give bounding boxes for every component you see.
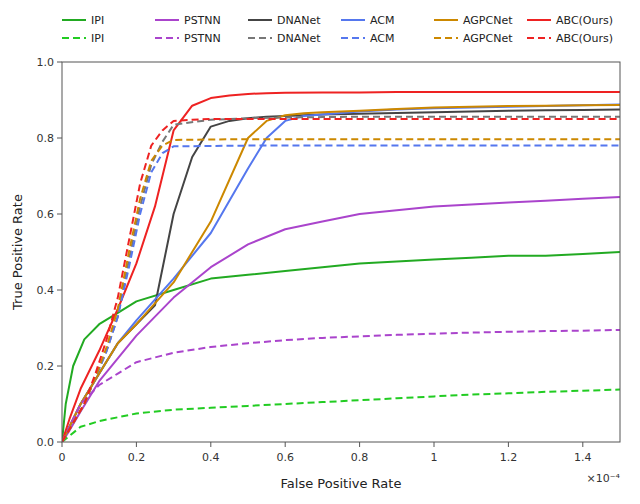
series-line — [62, 252, 620, 442]
series-line — [62, 92, 620, 442]
y-tick-label: 0.8 — [37, 132, 55, 145]
chart: 0 0.2 0.4 0.6 0.8 1 1.2 1.4 0.0 0.2 0.4 0.6 0.8 1.0 Fa… — [0, 0, 640, 504]
legend-swatch — [248, 37, 272, 39]
legend-label: ABC(Ours) — [556, 14, 613, 27]
legend-label: ACM — [370, 14, 395, 27]
legend-label: IPI — [91, 32, 104, 45]
x-tick-label: 0.4 — [202, 451, 220, 464]
y-tick — [57, 442, 62, 443]
series-line — [62, 105, 620, 442]
y-tick-label: 0.4 — [37, 284, 55, 297]
x-tick-label: 0.2 — [128, 451, 146, 464]
legend-label: AGPCNet — [463, 32, 513, 45]
y-tick — [57, 214, 62, 215]
legend: IPI PSTNN DNANet ACM AGPCNet ABC(Ours) IPI PSTN… — [62, 14, 613, 45]
axes: 0 0.2 0.4 0.6 0.8 1 1.2 1.4 0.0 0.2 0.4 0.6 0.8 1.0 — [37, 56, 592, 464]
x-tick-label: 0.8 — [351, 451, 369, 464]
legend-label: DNANet — [277, 14, 321, 27]
x-tick-label: 1 — [431, 451, 438, 464]
x-tick — [285, 442, 286, 447]
annotation: ×10⁻⁴ — [587, 472, 621, 485]
x-tick — [582, 442, 583, 447]
legend-swatch — [155, 19, 179, 21]
plot-frame — [62, 62, 620, 442]
x-tick — [210, 442, 211, 447]
legend-label: PSTNN — [184, 32, 221, 45]
y-tick-label: 0.6 — [37, 208, 55, 221]
series-line — [62, 390, 620, 442]
legend-swatch — [62, 19, 86, 21]
y-axis-label: True Positive Rate — [10, 194, 25, 311]
x-tick-label: 0 — [59, 451, 66, 464]
x-tick-label: 0.6 — [276, 451, 294, 464]
x-tick — [62, 442, 63, 447]
x-tick-label: 1.4 — [574, 451, 592, 464]
y-tick — [57, 62, 62, 63]
x-axis-label: False Positive Rate — [281, 476, 402, 491]
y-tick — [57, 138, 62, 139]
legend-swatch — [62, 37, 86, 39]
x-tick-label: 1.2 — [500, 451, 518, 464]
legend-swatch — [434, 37, 458, 39]
series-line — [62, 110, 620, 443]
legend-label: IPI — [91, 14, 104, 27]
legend-label: PSTNN — [184, 14, 221, 27]
legend-swatch — [527, 37, 551, 39]
x-tick — [359, 442, 360, 447]
y-tick-label: 0.0 — [37, 436, 55, 449]
legend-label: ABC(Ours) — [556, 32, 613, 45]
series-line — [62, 146, 620, 442]
x-tick — [136, 442, 137, 447]
legend-swatch — [341, 19, 365, 21]
x-tick — [434, 442, 435, 447]
plot-background — [62, 62, 620, 442]
series-line — [62, 119, 620, 442]
legend-label: ACM — [370, 32, 395, 45]
y-tick-label: 0.2 — [37, 360, 55, 373]
x-tick — [508, 442, 509, 447]
legend-swatch — [527, 19, 551, 21]
y-tick — [57, 290, 62, 291]
legend-swatch — [155, 37, 179, 39]
legend-swatch — [248, 19, 272, 21]
series-line — [62, 139, 620, 442]
y-tick — [57, 366, 62, 367]
series-line — [62, 105, 620, 442]
legend-label: AGPCNet — [463, 14, 513, 27]
legend-swatch — [341, 37, 365, 39]
y-tick-label: 1.0 — [37, 56, 55, 69]
legend-swatch — [434, 19, 458, 21]
series-line — [62, 117, 620, 442]
series-line — [62, 330, 620, 442]
series-lines — [62, 92, 620, 442]
legend-label: DNANet — [277, 32, 321, 45]
